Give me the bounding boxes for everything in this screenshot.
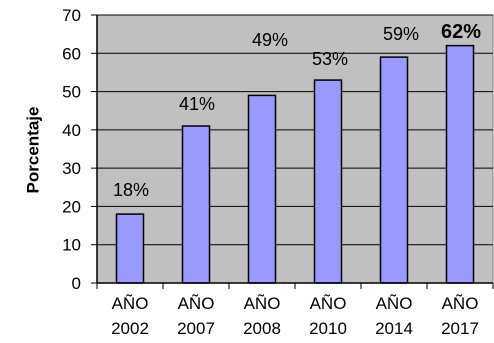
x-tick-label: AÑO 2007 [177,294,215,338]
data-labels: 18% 41% 49% 53% 59% 62% [113,21,481,200]
bars [115,44,475,284]
x-tick-label: AÑO 2002 [111,294,149,338]
data-label: 59% [383,24,419,44]
bar [379,56,409,284]
y-tick-label: 40 [62,121,81,140]
axes [91,14,494,289]
data-label: 62% [441,21,481,43]
x-tick-label: AÑO 2010 [309,294,347,338]
bar [181,125,211,284]
y-tick-label: 60 [62,44,81,63]
data-label: 41% [179,94,215,114]
y-tick-label: 20 [62,197,81,216]
bar [445,44,475,284]
y-tick-label: 70 [62,6,81,25]
data-label: 18% [113,180,149,200]
x-tick-label: AÑO 2017 [441,294,479,338]
x-tick-label: AÑO 2014 [375,294,413,338]
x-tick-label: AÑO 2008 [243,294,281,338]
y-tick-label: 10 [62,236,81,255]
y-tick-label: 0 [72,274,81,293]
y-tick-labels: 0 10 20 30 40 50 60 70 [62,6,81,293]
plot-area-group [96,14,494,284]
data-label: 53% [312,49,348,69]
bar [247,94,277,284]
data-label: 49% [252,30,288,50]
gridlines [97,14,493,246]
y-tick-label: 50 [62,83,81,102]
plot-area [96,14,494,284]
bar [313,79,343,284]
y-tick-label: 30 [62,159,81,178]
y-axis-label: Porcentaje [23,107,42,194]
bar [115,213,145,284]
